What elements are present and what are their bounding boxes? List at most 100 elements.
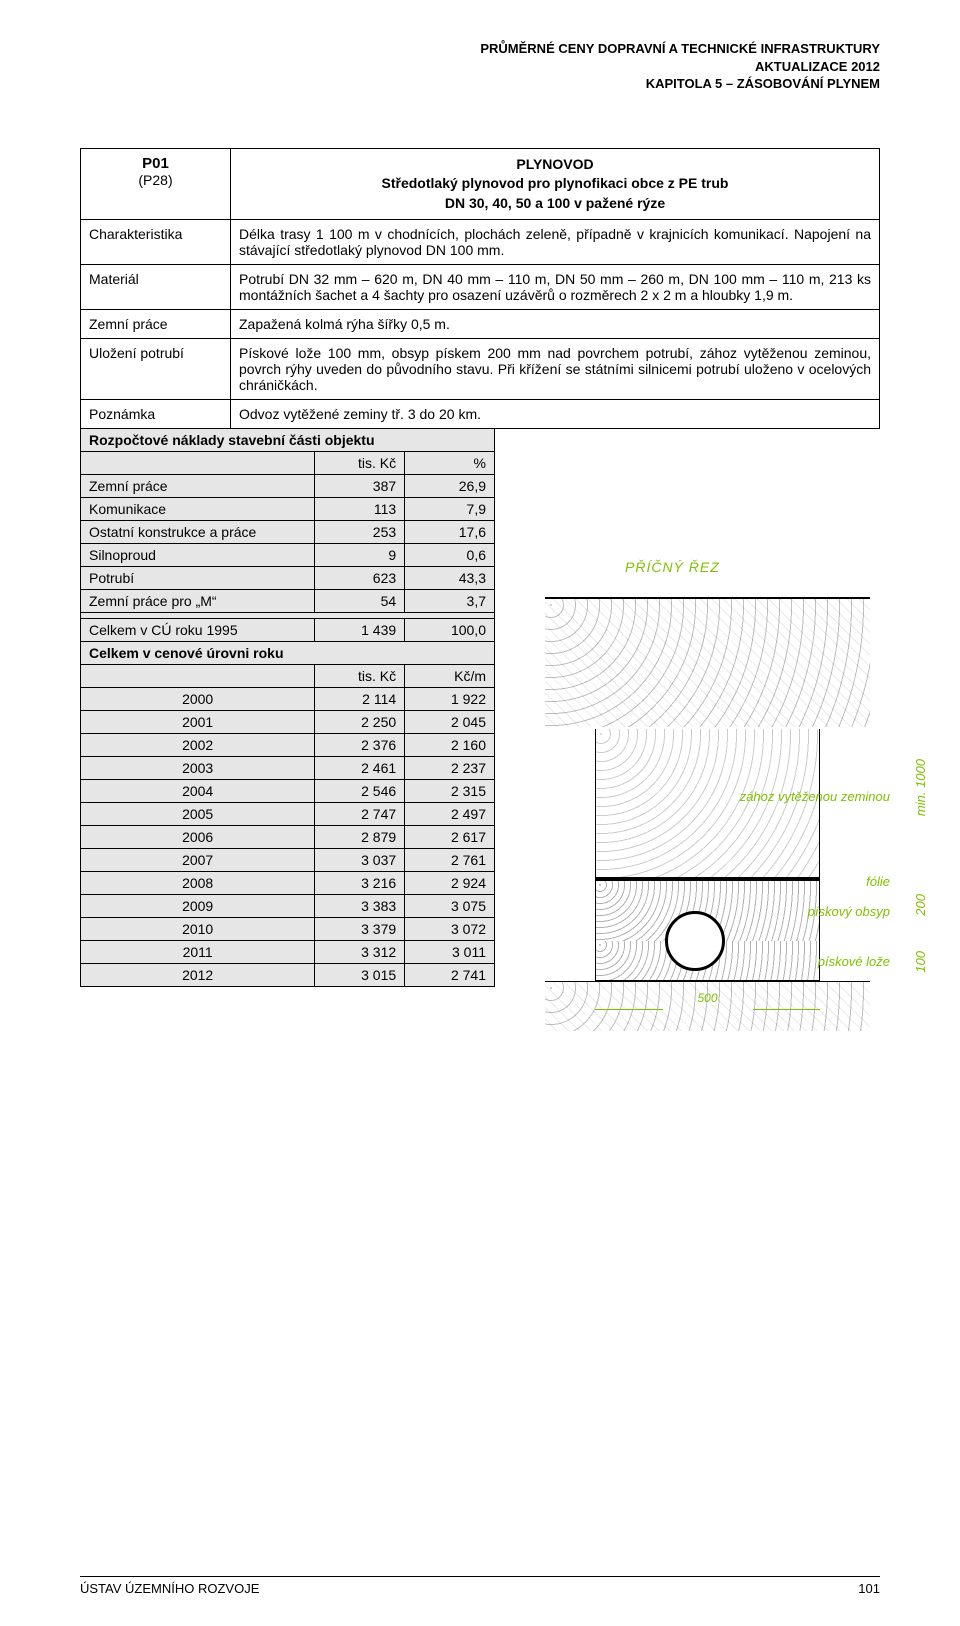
def-val: Zapažená kolmá rýha šířky 0,5 m. [231, 310, 880, 339]
blank [81, 452, 315, 475]
cost-item-label: Silnoproud [81, 544, 315, 567]
col-tiskc2: tis. Kč [315, 665, 405, 688]
cost-year: 2000 [81, 688, 315, 711]
cost-item-a: 623 [315, 567, 405, 590]
cost-item-a: 9 [315, 544, 405, 567]
def-key: Poznámka [81, 400, 231, 429]
subtitle1: Středotlaký plynovod pro plynofikaci obc… [239, 174, 871, 194]
subtitle2: DN 30, 40, 50 a 100 v pažené rýze [239, 194, 871, 214]
total95-label: Celkem v CÚ roku 1995 [81, 619, 315, 642]
cost-year: 2009 [81, 895, 315, 918]
cost-year-a: 3 216 [315, 872, 405, 895]
code: P01 [89, 155, 222, 172]
cost-item-a: 113 [315, 498, 405, 521]
cost-year-a: 2 546 [315, 780, 405, 803]
level-label: Celkem v cenové úrovni roku [81, 642, 495, 665]
dim-width: 500 [595, 991, 820, 1005]
cost-year-a: 2 879 [315, 826, 405, 849]
cost-item-label: Ostatní konstrukce a práce [81, 521, 315, 544]
cost-year-a: 2 376 [315, 734, 405, 757]
cost-item-b: 26,9 [405, 475, 495, 498]
title-cell: PLYNOVOD Středotlaký plynovod pro plynof… [231, 148, 880, 220]
cost-year-b: 3 072 [405, 918, 495, 941]
cost-year: 2011 [81, 941, 315, 964]
soil-top [545, 597, 870, 727]
cost-year-a: 2 747 [315, 803, 405, 826]
col-kckm: Kč/m [405, 665, 495, 688]
dim-200: 200 [913, 894, 928, 916]
cost-year-a: 3 383 [315, 895, 405, 918]
def-key: Materiál [81, 265, 231, 310]
definition-table: P01 (P28) PLYNOVOD Středotlaký plynovod … [80, 148, 880, 430]
cost-year-b: 2 761 [405, 849, 495, 872]
cost-year: 2001 [81, 711, 315, 734]
cost-year: 2012 [81, 964, 315, 987]
cost-year-a: 2 114 [315, 688, 405, 711]
def-val: Odvoz vytěžené zeminy tř. 3 do 20 km. [231, 400, 880, 429]
cost-year: 2004 [81, 780, 315, 803]
cost-year-b: 2 315 [405, 780, 495, 803]
cost-table: Rozpočtové náklady stavební části objekt… [80, 429, 495, 987]
cost-year-a: 3 015 [315, 964, 405, 987]
total95-a: 1 439 [315, 619, 405, 642]
cost-item-b: 43,3 [405, 567, 495, 590]
cost-item-b: 3,7 [405, 590, 495, 613]
label-folie: fólie [866, 874, 890, 889]
title: PLYNOVOD [239, 155, 871, 175]
cost-item-a: 253 [315, 521, 405, 544]
cost-year-b: 2 617 [405, 826, 495, 849]
cost-year-b: 2 497 [405, 803, 495, 826]
page: PRŮMĚRNÉ CENY DOPRAVNÍ A TECHNICKÉ INFRA… [0, 0, 960, 1626]
def-val: Pískové lože 100 mm, obsyp pískem 200 mm… [231, 339, 880, 400]
cost-year-b: 2 045 [405, 711, 495, 734]
cost-item-label: Zemní práce pro „M“ [81, 590, 315, 613]
cost-year-b: 3 075 [405, 895, 495, 918]
cost-year-b: 1 922 [405, 688, 495, 711]
total95-b: 100,0 [405, 619, 495, 642]
content-row: Rozpočtové náklady stavební části objekt… [80, 429, 880, 1079]
cost-year-a: 3 379 [315, 918, 405, 941]
cost-item-label: Komunikace [81, 498, 315, 521]
cost-item-a: 54 [315, 590, 405, 613]
header-line-1: PRŮMĚRNÉ CENY DOPRAVNÍ A TECHNICKÉ INFRA… [80, 40, 880, 58]
cost-year-a: 2 461 [315, 757, 405, 780]
def-key: Charakteristika [81, 220, 231, 265]
cost-item-label: Zemní práce [81, 475, 315, 498]
footer-page-number: 101 [858, 1581, 880, 1596]
cost-year: 2010 [81, 918, 315, 941]
blank2 [81, 665, 315, 688]
cost-year: 2005 [81, 803, 315, 826]
header-line-3: KAPITOLA 5 – ZÁSOBOVÁNÍ PLYNEM [80, 75, 880, 93]
footer-left: ÚSTAV ÚZEMNÍHO ROZVOJE [80, 1581, 259, 1596]
cost-year-a: 3 037 [315, 849, 405, 872]
def-val: Potrubí DN 32 mm – 620 m, DN 40 mm – 110… [231, 265, 880, 310]
cost-year: 2003 [81, 757, 315, 780]
cost-heading: Rozpočtové náklady stavební části objekt… [81, 429, 495, 452]
header-line-2: AKTUALIZACE 2012 [80, 58, 880, 76]
label-loze: pískové lože [818, 954, 890, 969]
code-sub: (P28) [89, 172, 222, 188]
diagram-title: PŘÍČNÝ ŘEZ [625, 559, 720, 575]
col-tiskc: tis. Kč [315, 452, 405, 475]
cost-year-b: 2 924 [405, 872, 495, 895]
cost-item-label: Potrubí [81, 567, 315, 590]
cost-year: 2007 [81, 849, 315, 872]
cost-year-b: 2 160 [405, 734, 495, 757]
backfill-layer [595, 729, 820, 879]
code-cell: P01 (P28) [81, 148, 231, 220]
cost-item-b: 7,9 [405, 498, 495, 521]
col-pct: % [405, 452, 495, 475]
cost-item-b: 0,6 [405, 544, 495, 567]
cost-year: 2002 [81, 734, 315, 757]
cost-year-a: 2 250 [315, 711, 405, 734]
def-key: Uložení potrubí [81, 339, 231, 400]
label-obsyp: pískový obsyp [808, 904, 890, 919]
cross-section-diagram: PŘÍČNÝ ŘEZ zához vytěženou zeminou fólie… [515, 559, 880, 1079]
cost-item-a: 387 [315, 475, 405, 498]
cost-year: 2008 [81, 872, 315, 895]
pipe-icon [665, 911, 725, 971]
page-footer: ÚSTAV ÚZEMNÍHO ROZVOJE 101 [80, 1576, 880, 1596]
label-zahoz: zához vytěženou zeminou [740, 789, 890, 804]
cost-year-b: 2 741 [405, 964, 495, 987]
cost-year-b: 3 011 [405, 941, 495, 964]
